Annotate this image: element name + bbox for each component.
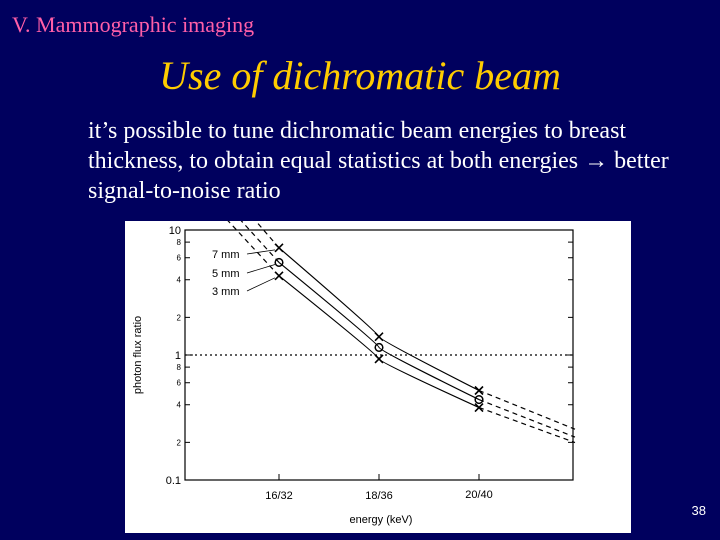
x-tick-label: 16/32 bbox=[265, 490, 293, 502]
data-point-circle bbox=[374, 342, 384, 352]
y-tick-label: 2 bbox=[177, 438, 182, 447]
plot-frame bbox=[184, 229, 574, 481]
chart-figure: 10 8 6 4 2 1 8 6 4 2 0.1 16/32 18/36 20/40 7 mm 5 mm 3… bbox=[125, 221, 631, 533]
data-point-cross bbox=[274, 243, 284, 253]
series-curve bbox=[278, 275, 480, 409]
data-point-cross bbox=[374, 354, 384, 364]
legend-label: 5 mm bbox=[212, 268, 240, 280]
series-curve bbox=[278, 247, 480, 392]
series-extrapolation-end bbox=[478, 406, 576, 444]
data-point-cross bbox=[474, 402, 484, 413]
x-tick-label: 18/36 bbox=[365, 490, 393, 502]
data-point-circle bbox=[274, 257, 284, 268]
data-point-cross bbox=[274, 271, 284, 281]
legend-leader bbox=[246, 264, 276, 274]
y-tick-label: 4 bbox=[177, 276, 182, 285]
y-tick-label: 1 bbox=[175, 350, 181, 362]
y-tick-label: 8 bbox=[177, 238, 182, 247]
series-extrapolation-end bbox=[478, 389, 576, 430]
legend-label: 3 mm bbox=[212, 286, 240, 298]
page-number: 38 bbox=[691, 503, 706, 518]
series-extrapolation-start bbox=[254, 221, 280, 249]
y-tick-label: 8 bbox=[177, 363, 182, 372]
series-extrapolation-end bbox=[478, 399, 576, 438]
series-curve bbox=[278, 261, 480, 401]
legend-leader bbox=[246, 249, 276, 255]
y-tick-label: 2 bbox=[177, 313, 182, 322]
y-axis-label: photon flux ratio bbox=[132, 316, 144, 394]
data-point-cross bbox=[474, 385, 484, 396]
series-extrapolation-start bbox=[240, 221, 280, 263]
slide-title: Use of dichromatic beam bbox=[159, 53, 561, 98]
y-tick-label: 4 bbox=[177, 401, 182, 410]
legend-leader bbox=[246, 277, 276, 292]
x-axis-label: energy (keV) bbox=[350, 514, 413, 526]
data-point-cross bbox=[374, 332, 384, 342]
y-tick-label: 10 bbox=[169, 225, 181, 237]
y-tick-label: 6 bbox=[177, 254, 182, 263]
slide-body-text: it’s possible to tune dichromatic beam e… bbox=[88, 118, 669, 204]
section-heading: V. Mammographic imaging bbox=[12, 12, 255, 37]
data-point-circle bbox=[474, 395, 484, 405]
x-tick-label: 20/40 bbox=[465, 489, 493, 501]
y-tick-label: 0.1 bbox=[166, 475, 181, 487]
y-tick-label: 6 bbox=[177, 379, 182, 388]
legend-label: 7 mm bbox=[212, 249, 240, 261]
